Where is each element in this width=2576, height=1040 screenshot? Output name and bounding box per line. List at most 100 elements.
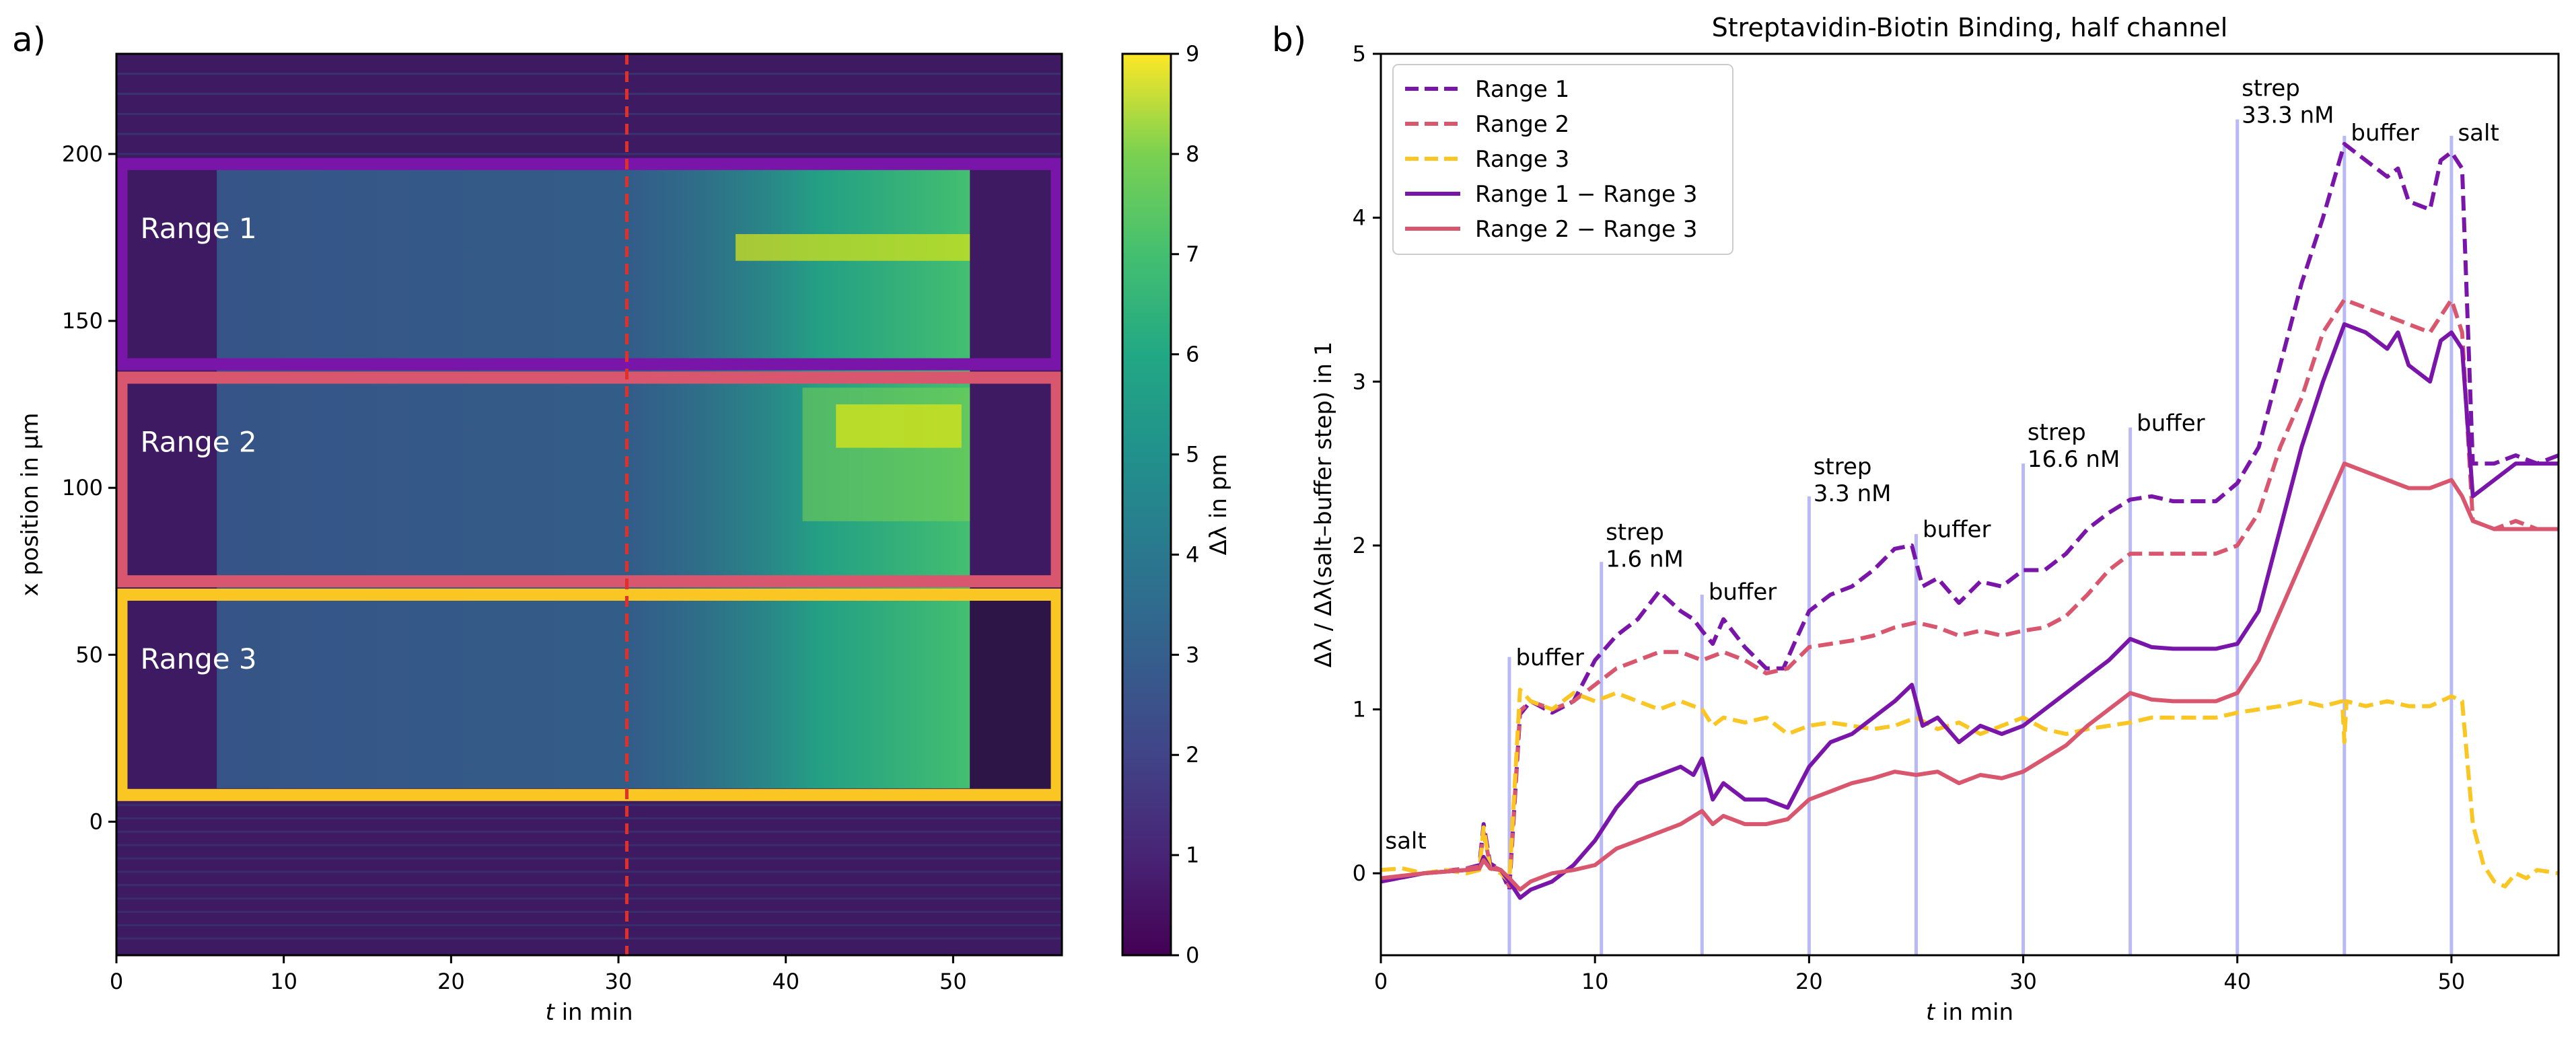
y-tick-label: 0 (1353, 860, 1366, 886)
legend-label: Range 3 (1475, 146, 1569, 173)
line-chart-x-axis-label: t in min (1926, 999, 2013, 1026)
x-tick-label: 0 (1374, 969, 1388, 994)
series-line (1381, 322, 2559, 900)
region-box (115, 589, 1063, 801)
colorbar-tick-label: 3 (1186, 642, 1199, 667)
legend-label: Range 2 (1475, 111, 1569, 138)
x-tick-label: 50 (2438, 969, 2466, 994)
y-tick-label: 2 (1353, 533, 1366, 558)
x-tick-label: 40 (2223, 969, 2251, 994)
heatmap-y-axis-label: x position in µm (17, 413, 44, 597)
colorbar-label: Δλ in pm (1205, 454, 1232, 556)
annotation-line: 16.6 nM (2028, 446, 2120, 473)
heatmap-peak-stripe (736, 234, 970, 261)
series-line (1381, 297, 2559, 889)
colorbar-tick-label: 5 (1186, 442, 1199, 468)
series-line (1381, 688, 2559, 889)
event-annotation: buffer (1709, 579, 1777, 605)
y-tick-label: 3 (1353, 369, 1366, 394)
colorbar-tick-label: 0 (1186, 942, 1199, 968)
y-tick-label: 4 (1353, 205, 1366, 231)
colorbar (1121, 52, 1172, 957)
legend-box (1392, 64, 1733, 255)
line-chart-title: Streptavidin-Biotin Binding, half channe… (1712, 13, 2228, 42)
colorbar-tick-label: 2 (1186, 742, 1199, 768)
legend: Range 1 Range 2 Range 3 Range 1 − Range 3 Ra… (1392, 64, 1733, 255)
x-tick-label: 20 (437, 969, 465, 994)
event-annotation: buffer (2351, 120, 2419, 147)
annotation-line: strep (1814, 453, 1872, 480)
annotation-line: salt (2458, 120, 2499, 147)
region-box (115, 371, 1063, 588)
x-tick-label: 10 (1581, 969, 1609, 994)
colorbar-tick-label: 4 (1186, 542, 1199, 567)
annotation-line: buffer (1923, 517, 1991, 544)
x-tick-label: 50 (939, 969, 967, 994)
colorbar-ticks: 0 1 2 3 4 5 6 7 8 9 (1171, 41, 1199, 968)
legend-label: Range 1 − Range 3 (1475, 181, 1698, 208)
colorbar-tick-label: 9 (1186, 41, 1199, 67)
line-chart-y-ticks: 0 1 2 3 4 5 (1353, 41, 1381, 886)
y-tick-label: 50 (75, 642, 103, 667)
region-label: Range 2 (140, 425, 256, 458)
annotation-line: buffer (2137, 410, 2205, 437)
panel-b-label: b) (1272, 20, 1306, 59)
event-annotation: strep 1.6 nM (1606, 519, 1684, 573)
x-tick-label: 30 (605, 969, 633, 994)
annotation-line: 1.6 nM (1606, 546, 1684, 573)
annotation-line: strep (1606, 519, 1664, 546)
event-annotation: salt (1385, 828, 1426, 855)
event-annotation: salt (2458, 120, 2499, 147)
series-line (1381, 461, 2559, 892)
line-chart-x-ticks: 0 10 20 30 40 50 (1374, 955, 2465, 994)
annotation-line: 33.3 nM (2242, 102, 2334, 128)
event-annotation: strep 3.3 nM (1814, 453, 1892, 507)
x-tick-label: 0 (110, 969, 123, 994)
colorbar-tick-label: 7 (1186, 242, 1199, 267)
colorbar-tick-label: 6 (1186, 342, 1199, 367)
annotation-line: salt (1385, 828, 1426, 855)
colorbar-tick-label: 8 (1186, 141, 1199, 167)
line-chart-y-axis-label: Δλ / Δλ(salt–buffer step) in 1 (1310, 342, 1337, 668)
legend-label: Range 1 (1475, 76, 1569, 103)
line-series (1381, 142, 2559, 900)
event-annotation: strep 16.6 nM (2028, 419, 2120, 473)
legend-label: Range 2 − Range 3 (1475, 216, 1698, 243)
region-label: Range 1 (140, 212, 256, 245)
y-tick-label: 150 (62, 308, 103, 334)
y-tick-label: 0 (90, 809, 103, 834)
heatmap-peak-spot (836, 404, 962, 448)
event-annotation: strep 33.3 nM (2242, 75, 2334, 128)
heatmap-x-axis-label: t in min (545, 999, 633, 1026)
panel-a-label: a) (12, 20, 46, 59)
x-tick-label: 30 (2009, 969, 2037, 994)
colorbar-tick-label: 1 (1186, 842, 1199, 868)
annotation-line: 3.3 nM (1814, 480, 1892, 507)
x-tick-label: 10 (270, 969, 297, 994)
region-box (115, 157, 1063, 371)
event-annotation: buffer (2137, 410, 2205, 437)
event-annotation: buffer (1515, 644, 1583, 671)
annotation-line: buffer (2351, 120, 2419, 147)
annotation-line: buffer (1709, 579, 1777, 605)
x-tick-label: 40 (772, 969, 799, 994)
heatmap-salt-dark (970, 595, 1062, 788)
line-chart-axes-frame (1380, 52, 2560, 957)
heatmap-image (116, 54, 1062, 955)
y-tick-label: 5 (1353, 41, 1366, 67)
heatmap-axes-frame (115, 52, 1063, 957)
region-label: Range 3 (140, 642, 256, 675)
event-annotation: buffer (1923, 517, 1991, 544)
region-boxes: Range 1 Range 2 Range 3 (115, 157, 1063, 801)
x-tick-label: 20 (1795, 969, 1823, 994)
y-tick-label: 1 (1353, 697, 1366, 722)
heatmap-x-ticks: 0 10 20 30 40 50 (110, 955, 967, 994)
annotation-line: strep (2028, 419, 2086, 446)
y-tick-label: 200 (62, 141, 103, 167)
heatmap-y-ticks: 0 50 100 150 200 (62, 141, 116, 834)
annotation-line: buffer (1515, 644, 1583, 671)
y-tick-label: 100 (62, 475, 103, 500)
annotation-line: strep (2242, 75, 2300, 102)
